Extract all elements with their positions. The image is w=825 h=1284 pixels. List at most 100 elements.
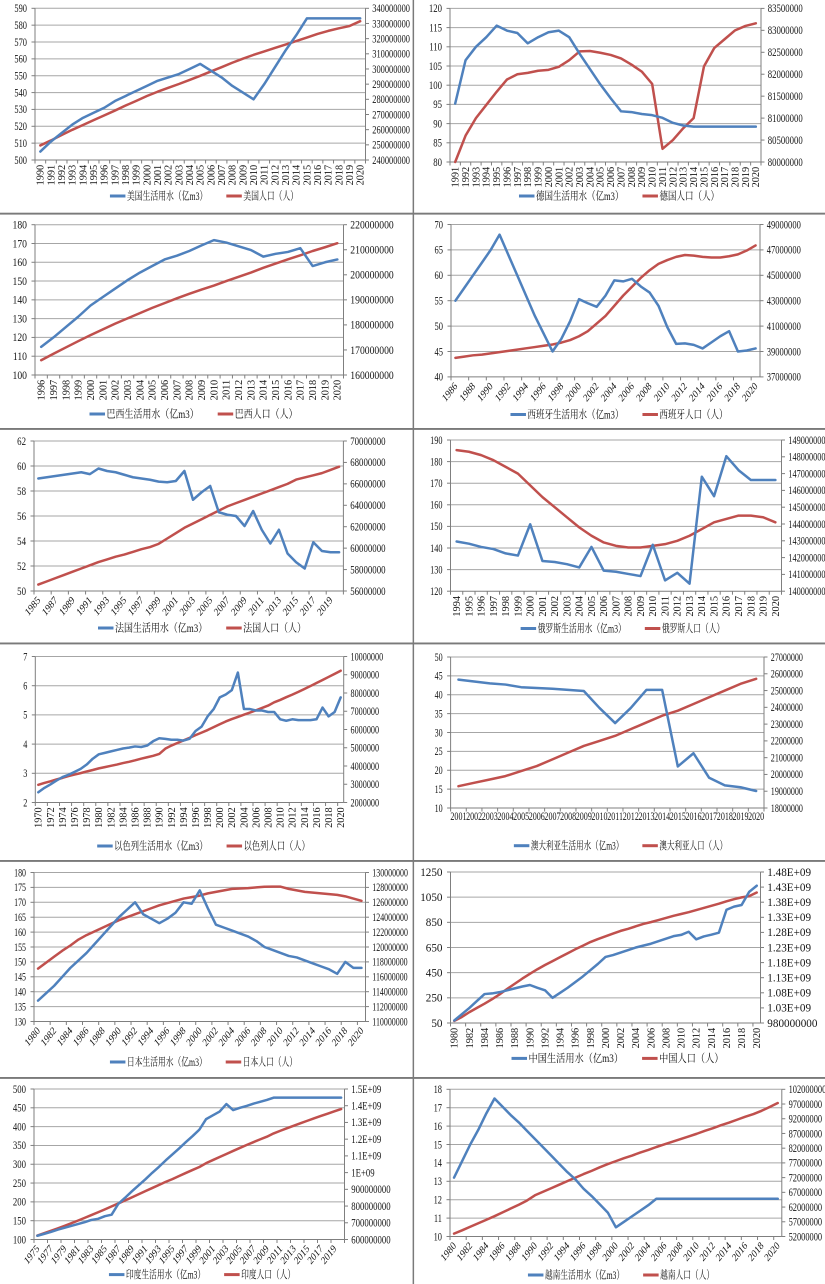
svg-text:77000000: 77000000 — [789, 1158, 823, 1171]
svg-text:m3: m3 — [604, 409, 615, 422]
svg-text:80000000: 80000000 — [768, 157, 803, 169]
svg-text:2011: 2011 — [260, 165, 271, 185]
svg-text:54: 54 — [17, 536, 26, 548]
svg-text:2011: 2011 — [660, 596, 671, 616]
svg-text:2013: 2013 — [679, 167, 690, 188]
svg-text:12: 12 — [434, 1194, 442, 1207]
svg-text:1995: 1995 — [464, 596, 475, 617]
svg-text:2020: 2020 — [771, 596, 782, 617]
svg-text:1980: 1980 — [94, 807, 105, 828]
svg-text:1.23E+09: 1.23E+09 — [767, 942, 811, 954]
svg-text:150: 150 — [14, 956, 26, 969]
svg-text:37000000: 37000000 — [767, 372, 801, 385]
svg-text:1988: 1988 — [143, 807, 154, 828]
svg-text:2002: 2002 — [565, 167, 576, 188]
svg-text:1.13E+09: 1.13E+09 — [767, 972, 811, 984]
svg-text:43000000: 43000000 — [767, 295, 801, 308]
svg-text:160: 160 — [13, 257, 27, 269]
svg-text:2011: 2011 — [658, 167, 669, 187]
svg-text:49000000: 49000000 — [767, 219, 801, 232]
svg-text:1992: 1992 — [167, 807, 178, 828]
svg-text:148000000: 148000000 — [788, 451, 825, 464]
svg-text:56: 56 — [17, 511, 26, 523]
svg-text:30: 30 — [435, 727, 443, 740]
svg-text:2012: 2012 — [668, 167, 679, 188]
svg-text:1990: 1990 — [36, 165, 47, 186]
svg-text:165: 165 — [14, 912, 26, 925]
svg-text:2001: 2001 — [538, 596, 549, 617]
svg-text:2020: 2020 — [333, 380, 344, 401]
svg-text:1996: 1996 — [37, 380, 48, 401]
svg-text:180: 180 — [13, 220, 27, 232]
svg-text:2018: 2018 — [334, 165, 345, 186]
svg-text:100: 100 — [13, 1234, 26, 1246]
svg-text:280000000: 280000000 — [372, 94, 410, 107]
svg-text:m3: m3 — [189, 1056, 199, 1069]
svg-text:2011: 2011 — [607, 811, 623, 824]
svg-text:2012: 2012 — [288, 807, 299, 828]
svg-text:18000000: 18000000 — [771, 803, 803, 816]
svg-text:2003: 2003 — [482, 811, 498, 824]
svg-text:2015: 2015 — [699, 167, 710, 188]
svg-text:2012: 2012 — [234, 380, 245, 401]
svg-text:62000000: 62000000 — [350, 522, 385, 534]
svg-text:250: 250 — [13, 1178, 26, 1190]
svg-text:2013: 2013 — [685, 596, 696, 617]
svg-text:115: 115 — [429, 22, 442, 34]
svg-text:72000000: 72000000 — [789, 1172, 823, 1185]
svg-text:122000000: 122000000 — [372, 927, 408, 940]
svg-text:97000000: 97000000 — [789, 1099, 823, 1112]
svg-text:180000000: 180000000 — [350, 320, 393, 332]
svg-text:300000000: 300000000 — [372, 64, 410, 77]
svg-text:1996: 1996 — [191, 807, 202, 828]
svg-text:1.28E+09: 1.28E+09 — [767, 927, 811, 939]
svg-text:160: 160 — [14, 927, 26, 940]
svg-text:2003: 2003 — [123, 380, 134, 401]
svg-text:1992: 1992 — [461, 167, 472, 188]
svg-text:2010: 2010 — [591, 811, 607, 824]
svg-text:2016: 2016 — [710, 167, 721, 188]
svg-text:18: 18 — [434, 1084, 442, 1097]
svg-text:70: 70 — [434, 219, 443, 232]
svg-text:120: 120 — [13, 333, 27, 345]
svg-text:82000000: 82000000 — [789, 1143, 823, 1156]
svg-text:65: 65 — [434, 245, 443, 258]
svg-text:3: 3 — [23, 768, 27, 781]
svg-text:1250: 1250 — [420, 867, 443, 879]
svg-text:56000000: 56000000 — [350, 586, 385, 598]
svg-text:110000000: 110000000 — [372, 1016, 407, 1029]
svg-text:27000000: 27000000 — [771, 652, 803, 665]
svg-text:1.2E+09: 1.2E+09 — [351, 1134, 381, 1146]
svg-text:3000000: 3000000 — [351, 779, 380, 792]
svg-text:170: 170 — [430, 478, 442, 491]
svg-text:2008: 2008 — [661, 1028, 672, 1049]
svg-text:2014: 2014 — [300, 807, 311, 828]
svg-text:47000000: 47000000 — [767, 245, 801, 258]
svg-text:112000000: 112000000 — [372, 1001, 407, 1014]
svg-text:149000000: 149000000 — [788, 435, 825, 448]
svg-text:2015: 2015 — [271, 380, 282, 401]
svg-text:m3: m3 — [190, 190, 200, 203]
svg-text:5: 5 — [23, 709, 27, 722]
svg-text:2005: 2005 — [587, 596, 598, 617]
svg-text:500: 500 — [14, 155, 27, 168]
svg-text:2005: 2005 — [196, 165, 207, 186]
svg-text:2002: 2002 — [616, 1028, 627, 1049]
svg-text:250000000: 250000000 — [372, 139, 410, 152]
svg-text:2000000: 2000000 — [351, 797, 380, 810]
svg-text:2006: 2006 — [206, 165, 217, 186]
svg-text:1978: 1978 — [82, 807, 93, 828]
svg-text:500: 500 — [13, 1084, 26, 1096]
svg-text:2005: 2005 — [513, 811, 529, 824]
svg-text:2019: 2019 — [759, 596, 770, 617]
svg-text:2016: 2016 — [313, 165, 324, 186]
svg-text:130: 130 — [14, 1016, 26, 1029]
svg-text:1999: 1999 — [74, 380, 85, 401]
svg-text:2000: 2000 — [86, 380, 97, 401]
svg-text:1.1E+09: 1.1E+09 — [351, 1151, 381, 1163]
svg-text:2010: 2010 — [648, 167, 659, 188]
svg-text:2004: 2004 — [239, 807, 250, 828]
svg-text:40: 40 — [435, 689, 443, 702]
svg-text:2001: 2001 — [153, 165, 164, 186]
svg-text:5000000: 5000000 — [351, 742, 380, 755]
